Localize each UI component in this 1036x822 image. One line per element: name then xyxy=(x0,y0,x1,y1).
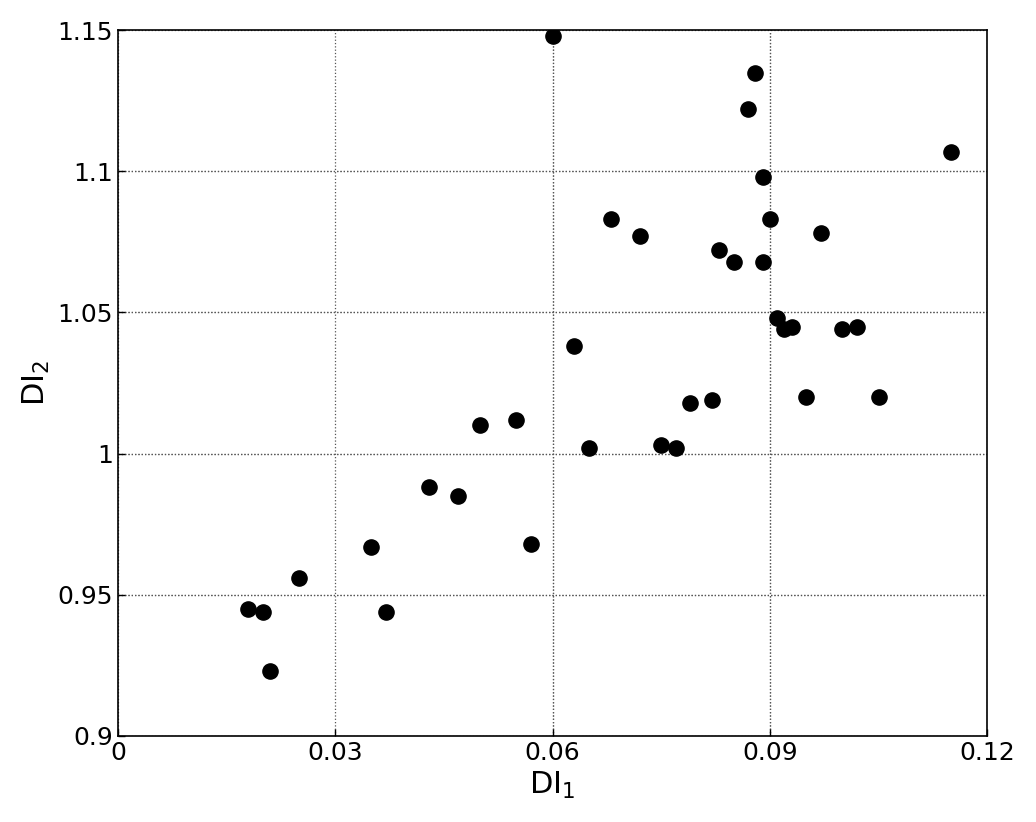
Point xyxy=(471,418,488,432)
Point xyxy=(255,605,271,618)
Point xyxy=(240,603,257,616)
Point xyxy=(754,170,771,183)
Point xyxy=(667,441,684,455)
Point xyxy=(798,390,814,404)
Point xyxy=(870,390,887,404)
Point xyxy=(682,396,698,409)
Point xyxy=(262,664,279,677)
Point xyxy=(602,213,618,226)
Point xyxy=(544,30,560,43)
Point xyxy=(653,438,669,451)
Point xyxy=(747,66,764,79)
Point xyxy=(580,441,597,455)
Point xyxy=(740,103,756,116)
Point xyxy=(943,145,959,158)
Point xyxy=(508,413,524,427)
Point xyxy=(631,229,648,242)
Point xyxy=(711,244,727,257)
Point xyxy=(703,394,720,407)
Point xyxy=(754,255,771,268)
Point xyxy=(378,605,395,618)
Point xyxy=(566,339,582,353)
Y-axis label: DI$_2$: DI$_2$ xyxy=(21,360,52,406)
Point xyxy=(291,571,308,584)
Point xyxy=(450,489,466,502)
Point xyxy=(522,538,539,551)
Point xyxy=(761,213,778,226)
X-axis label: DI$_1$: DI$_1$ xyxy=(529,770,576,801)
Point xyxy=(812,227,829,240)
Point xyxy=(421,481,437,494)
Point xyxy=(848,320,865,333)
Point xyxy=(364,540,380,553)
Point xyxy=(834,323,851,336)
Point xyxy=(776,323,793,336)
Point xyxy=(769,312,785,325)
Point xyxy=(783,320,800,333)
Point xyxy=(725,255,742,268)
